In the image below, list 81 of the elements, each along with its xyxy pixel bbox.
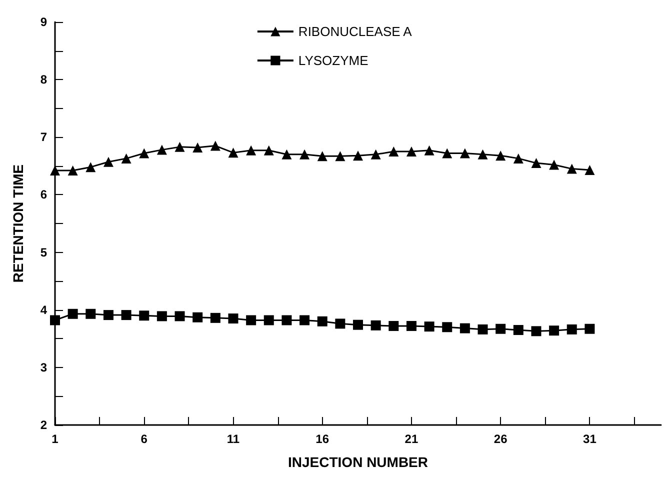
y-tick-label: 8	[40, 72, 48, 87]
point	[300, 149, 310, 160]
point	[549, 326, 560, 336]
y-tick-label: 9	[40, 15, 48, 29]
point	[442, 322, 452, 332]
point	[388, 320, 399, 331]
point	[531, 158, 542, 168]
point	[478, 149, 488, 160]
point	[228, 313, 238, 324]
point	[370, 320, 381, 330]
point	[210, 312, 220, 323]
point	[174, 142, 185, 152]
x-tick-label: 11	[226, 432, 240, 446]
point	[210, 140, 220, 151]
point	[513, 325, 524, 336]
point	[335, 151, 346, 162]
y-tick-label: 3	[40, 360, 48, 374]
point	[317, 151, 328, 162]
point	[68, 308, 78, 319]
x-tick-label: 26	[494, 432, 508, 446]
point	[353, 150, 363, 161]
point	[424, 322, 434, 332]
point	[192, 312, 203, 322]
point	[566, 324, 577, 334]
point	[460, 323, 470, 334]
point	[496, 324, 506, 334]
point	[388, 146, 399, 157]
point	[584, 324, 595, 334]
point	[156, 311, 167, 322]
x-tick-label: 6	[140, 432, 148, 446]
point	[406, 320, 416, 331]
point	[264, 145, 274, 156]
point	[353, 320, 363, 330]
point	[300, 315, 310, 326]
point	[531, 326, 542, 336]
point	[317, 316, 328, 326]
point	[246, 145, 256, 156]
y-tick-label: 4	[40, 302, 48, 317]
point	[370, 149, 381, 160]
x-tick-label: 16	[316, 432, 330, 446]
x-tick-label: 1	[52, 432, 59, 446]
point	[566, 164, 577, 174]
point	[139, 148, 150, 158]
point	[86, 308, 96, 319]
point	[264, 315, 274, 326]
point	[442, 148, 452, 158]
point	[156, 144, 167, 155]
point	[50, 315, 60, 326]
point	[460, 148, 470, 158]
y-tick-label: 6	[40, 188, 48, 202]
point	[406, 146, 416, 157]
point	[192, 142, 203, 153]
point	[549, 160, 560, 170]
point	[335, 318, 346, 329]
point	[496, 150, 506, 161]
point	[584, 164, 595, 175]
point	[174, 311, 185, 322]
point	[121, 310, 132, 320]
y-axis-title: RETENTION TIME	[10, 164, 26, 283]
y-tick-label: 5	[40, 245, 48, 260]
point	[50, 166, 60, 176]
point	[282, 315, 292, 326]
y-tick-label: 2	[40, 418, 48, 432]
x-tick-label: 31	[583, 432, 597, 446]
point	[86, 162, 96, 172]
point	[68, 166, 78, 176]
x-tick-label: 21	[404, 432, 418, 446]
point	[139, 310, 150, 321]
point	[121, 153, 132, 164]
point	[103, 310, 114, 320]
legend-label: RIBONUCLEASE A	[298, 24, 412, 39]
x-axis-title: INJECTION NUMBER	[288, 454, 428, 470]
legend-label: LYSOZYME	[298, 53, 369, 68]
point	[103, 156, 114, 167]
point	[228, 148, 238, 158]
point	[478, 324, 488, 334]
y-tick-label: 7	[40, 130, 48, 144]
point	[246, 315, 256, 326]
point	[282, 149, 292, 160]
point	[513, 153, 524, 164]
point	[424, 145, 434, 156]
